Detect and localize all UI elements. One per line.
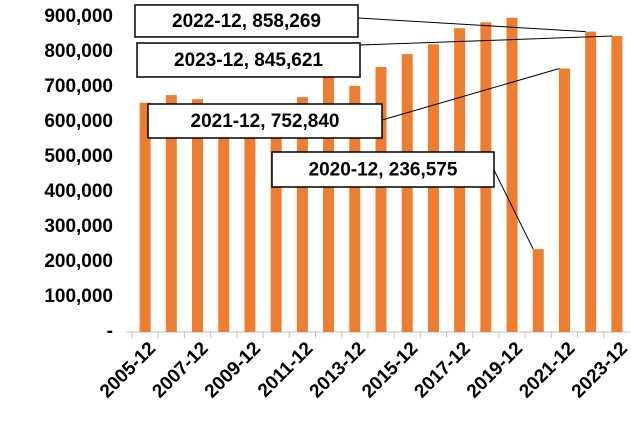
x-tick-label: 2017-12 xyxy=(411,338,475,402)
bar xyxy=(532,249,544,332)
bar xyxy=(349,85,361,332)
leader-line xyxy=(493,169,534,250)
bar xyxy=(165,95,177,332)
x-tick-label: 2023-12 xyxy=(568,338,631,402)
x-tick-label: 2019-12 xyxy=(463,338,527,402)
leader-line xyxy=(359,35,612,46)
annotation-box xyxy=(147,103,383,139)
bar xyxy=(558,68,570,333)
leader-line xyxy=(357,17,586,33)
bar xyxy=(375,67,387,333)
bar xyxy=(139,102,151,332)
leader-line xyxy=(381,68,560,121)
x-tick-label: 2015-12 xyxy=(358,338,422,402)
y-tick-label: 600,000 xyxy=(44,111,113,132)
bar xyxy=(427,44,439,333)
y-tick-label: 200,000 xyxy=(44,251,113,272)
x-tick-label: 2009-12 xyxy=(201,338,265,402)
bar xyxy=(192,99,204,332)
bar xyxy=(585,31,597,333)
y-tick-label: 300,000 xyxy=(44,216,113,237)
annotation-box xyxy=(271,151,495,188)
y-tick-label: 700,000 xyxy=(44,76,113,97)
annotation: 2023-12, 845,621 xyxy=(174,50,323,71)
y-tick-label: 400,000 xyxy=(44,181,113,202)
annotation: 2021-12, 752,840 xyxy=(191,111,340,132)
bar xyxy=(244,118,256,332)
bar xyxy=(506,17,518,332)
annotation-box xyxy=(136,42,361,78)
y-tick-label: 500,000 xyxy=(44,146,113,167)
x-tick-label: 2011-12 xyxy=(254,338,317,401)
annotation: 2020-12, 236,575 xyxy=(309,160,458,181)
x-tick-label: 2007-12 xyxy=(148,338,212,402)
bar xyxy=(611,36,623,332)
y-tick-label: 100,000 xyxy=(44,286,113,307)
y-tick-label: - xyxy=(107,321,113,342)
annotation: 2022-12, 858,269 xyxy=(172,11,321,32)
x-tick-label: 2013-12 xyxy=(306,338,370,402)
bar xyxy=(401,54,413,332)
bar xyxy=(270,122,282,332)
bar xyxy=(323,76,335,332)
y-tick-label: 800,000 xyxy=(44,41,113,62)
annotation-box xyxy=(134,4,359,38)
x-tick-label: 2005-12 xyxy=(96,338,160,402)
bar xyxy=(296,97,308,333)
y-tick-label: 900,000 xyxy=(44,6,113,27)
bar xyxy=(218,108,230,332)
x-tick-label: 2021-12 xyxy=(515,338,579,402)
